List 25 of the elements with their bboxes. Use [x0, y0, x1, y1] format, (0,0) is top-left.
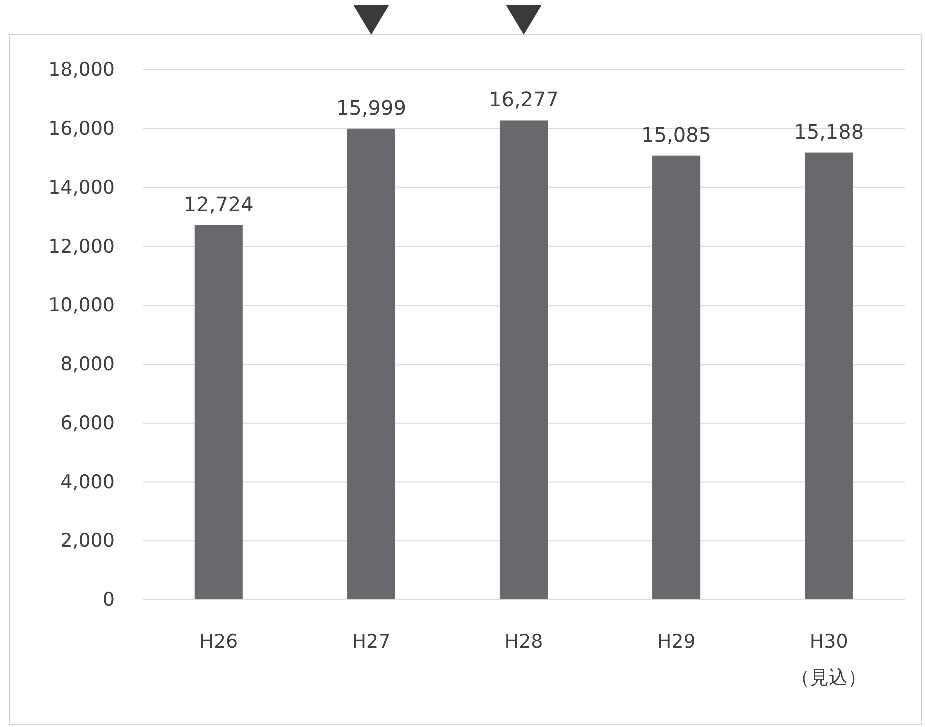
y-tick-label: 10,000: [48, 294, 115, 317]
y-tick-label: 2,000: [60, 530, 115, 552]
y-tick-label: 8,000: [60, 354, 115, 376]
y-tick-label: 14,000: [48, 176, 115, 199]
data-label: 12,724: [184, 192, 254, 216]
data-label: 15,085: [642, 122, 712, 147]
data-label: 16,277: [489, 88, 559, 112]
data-label: 15,188: [794, 120, 864, 144]
bar: [194, 225, 243, 600]
x-tick-label: H28: [504, 631, 544, 653]
y-tick-label: 18,000: [48, 59, 115, 82]
x-tick-label: H26: [200, 631, 238, 653]
y-tick-label: 0: [102, 589, 115, 612]
x-tick-label: H29: [657, 631, 696, 653]
y-tick-label: 4,000: [60, 471, 115, 494]
data-label: 15,999: [336, 96, 406, 120]
x-tick-label: H30 （見込）: [791, 631, 868, 690]
y-tick-label: 12,000: [48, 236, 115, 258]
y-tick-label: 16,000: [48, 118, 115, 140]
bar: [652, 156, 701, 600]
y-tick-label: 6,000: [60, 412, 115, 434]
bar: [500, 120, 548, 600]
x-tick-label: H27: [352, 631, 391, 653]
bar: [347, 128, 396, 600]
bar: [805, 152, 854, 600]
